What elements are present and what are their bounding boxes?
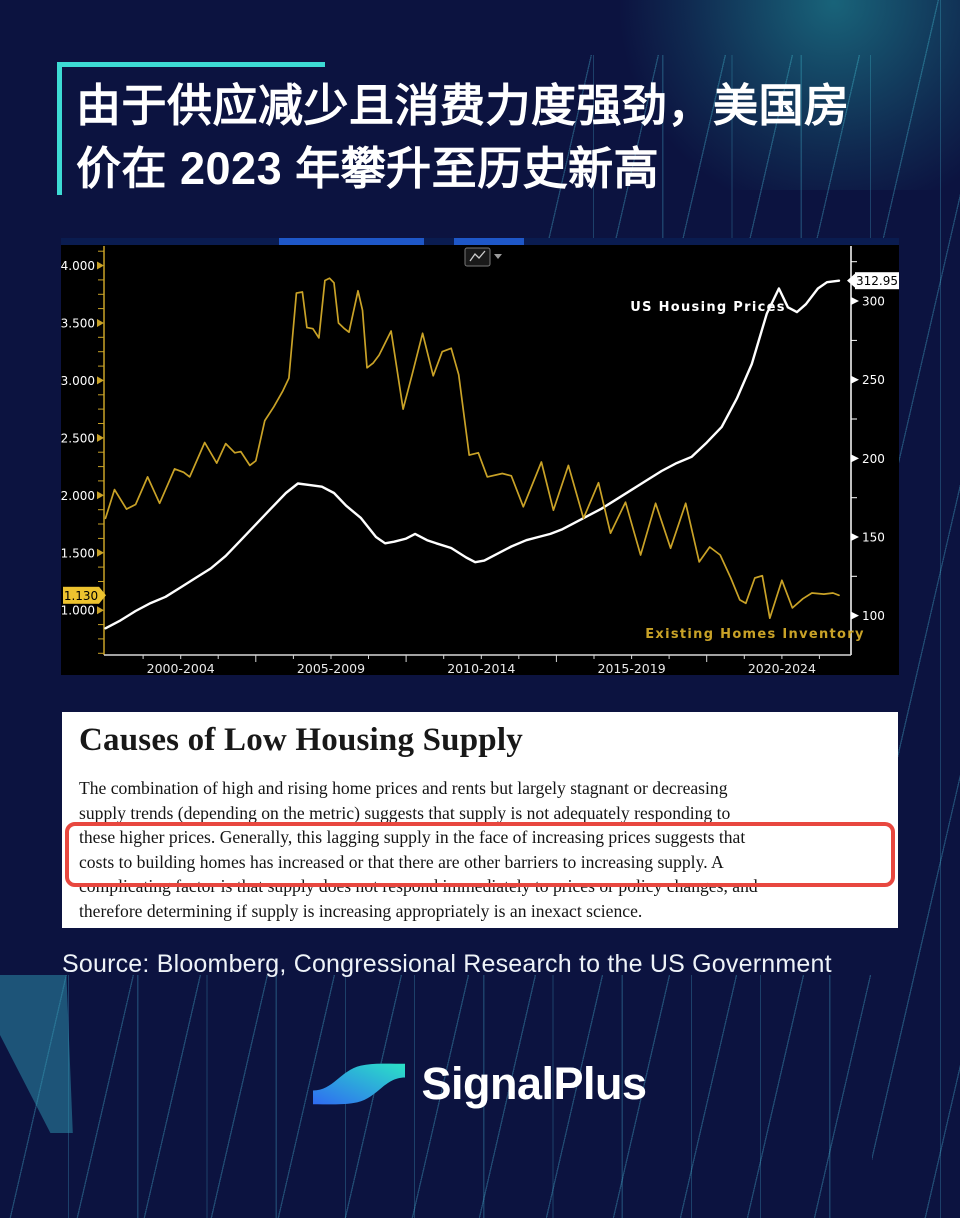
title-bracket-vertical: [57, 62, 62, 195]
svg-text:2015-2019: 2015-2019: [598, 661, 666, 675]
svg-text:2.000: 2.000: [61, 489, 95, 503]
us-housing-prices-line: [104, 279, 841, 630]
line-chart-icon[interactable]: [464, 247, 502, 267]
existing-homes-inventory-line: [104, 277, 840, 620]
toolbar-strip-segment: [279, 238, 424, 245]
document-body-line: The combination of high and rising home …: [79, 778, 728, 798]
svg-text:2000-2004: 2000-2004: [147, 661, 215, 675]
svg-text:100: 100: [862, 609, 885, 623]
document-title: Causes of Low Housing Supply: [79, 722, 523, 758]
svg-text:250: 250: [862, 373, 885, 387]
series-label-existing-homes-inventory: Existing Homes Inventory: [645, 627, 865, 642]
svg-text:2005-2009: 2005-2009: [297, 661, 365, 675]
signalplus-logo: SignalPlus: [0, 1048, 960, 1120]
bloomberg-chart-panel: 4.000 3.500 3.000 2.500 2.000 1.500 1.000 300 25…: [61, 238, 899, 675]
svg-text:300: 300: [862, 295, 885, 309]
svg-text:3.000: 3.000: [61, 374, 95, 388]
svg-text:4.000: 4.000: [61, 259, 95, 273]
housing-chart: 4.000 3.500 3.000 2.500 2.000 1.500 1.000 300 25…: [61, 246, 899, 675]
last-price-tag-right: 312.95: [856, 274, 898, 288]
page-title-line-1: 由于供应减少且消费力度强劲，美国房: [76, 80, 850, 131]
svg-text:3.500: 3.500: [61, 317, 95, 331]
toolbar-strip-segment: [454, 238, 524, 245]
document-excerpt-panel: Causes of Low Housing Supply The combina…: [62, 712, 898, 928]
svg-text:1.000: 1.000: [61, 604, 95, 618]
svg-text:1.500: 1.500: [61, 546, 95, 560]
document-body-line: costs to building homes has increased or…: [79, 851, 724, 872]
svg-text:200: 200: [862, 452, 885, 466]
svg-text:2.500: 2.500: [61, 431, 95, 445]
document-body-line: supply trends (depending on the metric) …: [79, 802, 731, 823]
page-title: 由于供应减少且消费力度强劲，美国房 价在 2023 年攀升至历史新高: [76, 74, 850, 200]
series-label-us-housing-prices: US Housing Prices: [630, 300, 786, 315]
svg-text:2020-2024: 2020-2024: [748, 661, 816, 675]
page-title-line-2: 价在 2023 年攀升至历史新高: [76, 143, 660, 194]
document-body-line: therefore determining if supply is incre…: [79, 900, 643, 921]
red-highlight-box: [65, 822, 895, 887]
last-price-tag-left: 1.130: [64, 589, 98, 603]
source-attribution: Source: Bloomberg, Congressional Researc…: [62, 950, 832, 978]
svg-text:150: 150: [862, 531, 885, 545]
document-body-line: these higher prices. Generally, this lag…: [79, 827, 746, 847]
title-bracket-horizontal: [57, 62, 325, 67]
svg-text:2010-2014: 2010-2014: [447, 661, 515, 675]
chart-toolbar-strip: [61, 238, 899, 245]
signalplus-logo-icon: [313, 1063, 406, 1105]
signalplus-logo-text: SignalPlus: [421, 1058, 647, 1109]
